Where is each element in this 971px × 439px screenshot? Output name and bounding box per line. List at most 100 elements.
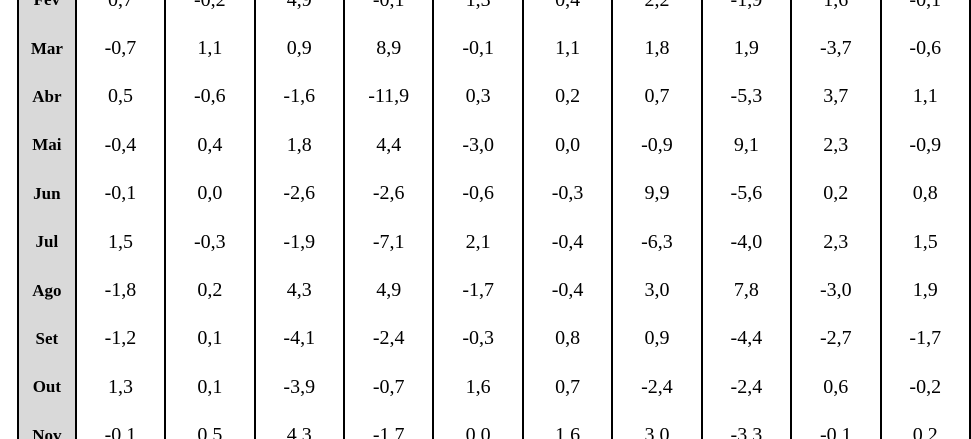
cell: 2,1 [432, 217, 524, 267]
cell: 0,0 [521, 121, 614, 170]
cell: 4,9 [342, 266, 435, 315]
cell: 0,8 [879, 169, 971, 218]
cell: -0,3 [521, 169, 614, 218]
cell: -3,0 [432, 121, 524, 170]
table-row: Fev0,7-0,24,9-0,11,30,42,2-1,91,6-0,1 [17, 0, 971, 25]
cell: 1,9 [879, 266, 971, 315]
cell: -3,0 [790, 266, 882, 315]
cell: 0,5 [74, 72, 167, 122]
row-label: Set [17, 314, 77, 364]
cell: 1,6 [432, 363, 524, 412]
cell: -1,7 [879, 314, 971, 364]
cell: 1,6 [521, 411, 614, 439]
cell: 3,0 [611, 411, 703, 439]
table-row: Abr 0,5 -0,6 -1,6 -11,9 0,3 0,2 0,7 -5,3 3,7 1,1 [17, 72, 971, 122]
cell: 1,3 [74, 363, 167, 412]
cell: 1,9 [700, 24, 793, 73]
cell: -2,6 [342, 169, 435, 218]
cell: -1,7 [342, 411, 435, 439]
cell: -0,4 [521, 266, 614, 315]
cell: -4,1 [253, 314, 345, 364]
cell: 0,7 [521, 363, 614, 412]
table-row: Mai -0,4 0,4 1,8 4,4 -3,0 0,0 -0,9 9,1 2,3 -0,9 [17, 121, 971, 170]
cell: -0,9 [611, 121, 703, 170]
cell: 1,8 [253, 121, 345, 170]
cell: -3,3 [700, 411, 793, 439]
cell: -2,4 [611, 363, 703, 412]
cell: 0,3 [432, 72, 524, 122]
cell: 1,8 [611, 24, 703, 73]
cell: -0,3 [164, 217, 256, 267]
cell: 0,6 [790, 363, 882, 412]
cell: 7,8 [700, 266, 793, 315]
cell: -0,2 [879, 363, 971, 412]
table-row: Nov -0,1 0,5 4,3 -1,7 0,0 1,6 3,0 -3,3 -0,1 0,2 [17, 411, 971, 439]
table-row: Ago -1,8 0,2 4,3 4,9 -1,7 -0,4 3,0 7,8 -3,0 1,9 [17, 266, 971, 315]
cell: -6,3 [611, 217, 703, 267]
cell: 0,9 [253, 24, 345, 73]
cell: -2,4 [342, 314, 435, 364]
cell: -0,1 [74, 411, 167, 439]
table-row: Set -1,2 0,1 -4,1 -2,4 -0,3 0,8 0,9 -4,4 -2,7 -1,7 [17, 314, 971, 364]
row-label: Jun [17, 169, 77, 218]
cell: 1,1 [879, 72, 971, 122]
cell: -1,9 [253, 217, 345, 267]
cell: -11,9 [342, 72, 435, 122]
table-row: Mar -0,7 1,1 0,9 8,9 -0,1 1,1 1,8 1,9 -3,7 -0,6 [17, 24, 971, 73]
cell: -5,3 [700, 72, 793, 122]
table-row: Jul 1,5 -0,3 -1,9 -7,1 2,1 -0,4 -6,3 -4,0 2,3 1,5 [17, 217, 971, 267]
cell: 0,8 [521, 314, 614, 364]
cell: -0,1 [432, 24, 524, 73]
cell: -3,7 [790, 24, 882, 73]
cell: 0,2 [521, 72, 614, 122]
row-label: Mai [17, 121, 77, 170]
cell: -0,6 [432, 169, 524, 218]
cell: -0,2 [164, 0, 256, 25]
row-label: Abr [17, 72, 77, 122]
cell: 1,1 [164, 24, 256, 73]
cell: -1,2 [74, 314, 167, 364]
cell: -0,1 [74, 169, 167, 218]
row-label: Jul [17, 217, 77, 267]
cell: -2,7 [790, 314, 882, 364]
cell: 4,3 [253, 411, 345, 439]
cell: -0,9 [879, 121, 971, 170]
cell: -7,1 [342, 217, 435, 267]
row-label: Fev [17, 0, 77, 25]
cell: 0,5 [164, 411, 256, 439]
cell: 0,7 [74, 0, 167, 25]
cell: 3,7 [790, 72, 882, 122]
cell: 2,3 [790, 121, 882, 170]
cell: 2,3 [790, 217, 882, 267]
cell: -1,6 [253, 72, 345, 122]
cell: 0,1 [164, 363, 256, 412]
cell: 0,4 [164, 121, 256, 170]
cell: 1,5 [74, 217, 167, 267]
cell: 0,4 [521, 0, 614, 25]
cell: -1,8 [74, 266, 167, 315]
row-label: Out [17, 363, 77, 412]
cell: 1,6 [790, 0, 882, 25]
cell: -0,1 [342, 0, 435, 25]
cell: 4,3 [253, 266, 345, 315]
cell: -4,0 [700, 217, 793, 267]
row-label: Mar [17, 24, 77, 73]
cell: 1,3 [432, 0, 524, 25]
cell: 0,0 [432, 411, 524, 439]
cell: -0,4 [74, 121, 167, 170]
cell: -1,7 [432, 266, 524, 315]
cell: -0,3 [432, 314, 524, 364]
cell: 3,0 [611, 266, 703, 315]
row-label: Nov [17, 411, 77, 439]
cell: -0,7 [74, 24, 167, 73]
cell: -0,7 [342, 363, 435, 412]
cell: 0,0 [164, 169, 256, 218]
cell: 0,7 [611, 72, 703, 122]
cell: 1,1 [521, 24, 614, 73]
cell: -1,9 [700, 0, 793, 25]
cell: -2,6 [253, 169, 345, 218]
cell: -4,4 [700, 314, 793, 364]
cell: -0,1 [790, 411, 882, 439]
cell: -0,1 [879, 0, 971, 25]
